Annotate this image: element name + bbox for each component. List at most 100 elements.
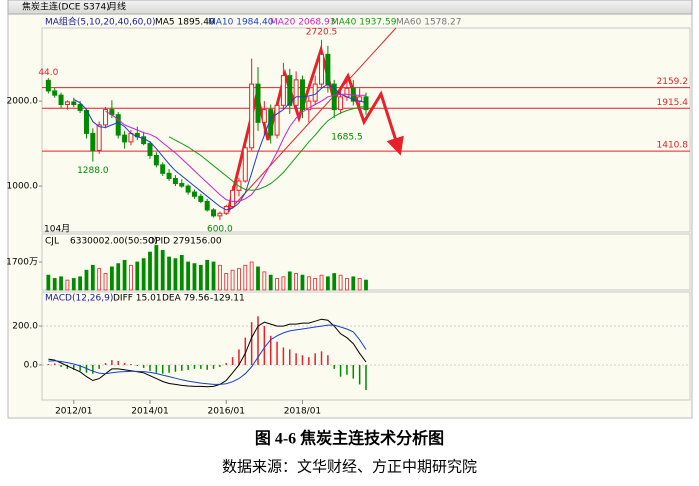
volume-bar [173,258,178,291]
candle-body [249,83,255,149]
volume-bar [256,266,260,291]
candle-body [293,79,299,106]
candle-body [255,83,261,123]
candle-body [83,109,89,134]
candle-body [96,124,102,151]
volume-bar [211,261,216,291]
candle-body [242,147,248,182]
volume-bar [205,259,210,291]
candle-body [287,75,293,106]
ma-legend: MA40 1937.59 [331,18,397,28]
ma-line [73,83,367,211]
macd-panel [41,291,691,401]
volume-bar [103,273,108,291]
candle-body [166,172,172,179]
header-period: 月线 [108,1,126,13]
volume-bar [186,261,191,291]
candle-body [172,177,178,185]
ma-legend: MA60 1578.27 [396,18,461,28]
volume-bar [179,255,184,291]
candle-body [230,189,236,208]
candle-body [64,101,70,105]
volume-bar [46,274,51,291]
y-tick-label: 0.0 [24,360,39,370]
x-tick-label: 2014/01 [131,407,168,417]
volume-bar [287,271,292,291]
x-tick-label: 2016/01 [208,407,245,417]
volume-bar [313,278,318,291]
volume-bar [345,278,349,291]
volume-bar [52,278,57,291]
ma-legend: MA10 1984.40 [208,18,274,28]
candle-body [211,209,217,217]
volume-bar [59,276,63,291]
volume-bar [294,273,299,291]
volume-bar [65,279,70,291]
candle-body [204,200,210,211]
volume-bar [275,278,279,291]
candle-body [58,94,64,106]
caption-title: 图 4-6 焦炭主连技术分析图 [255,429,444,448]
volume-bar [154,245,159,291]
y-tick-label: 2000.0 [7,97,39,107]
annotation: 1288.0 [77,166,109,176]
volume-bar [338,274,343,291]
volume-bar [129,264,133,291]
volume-label: CJL [45,237,59,247]
ma-legend: MA5 1895.40 [155,18,215,28]
volume-bar [262,271,267,291]
candle-body [299,79,305,111]
annotation: 2720.5 [306,27,338,37]
candle-body [52,90,58,96]
dea-value: DEA 79.56 [162,294,210,304]
volume-bar [319,274,324,291]
candle-body [325,53,331,85]
candle-body [363,96,369,111]
volume-bar [109,266,114,291]
y-tick-label: 200.0 [12,322,38,332]
y-tick-label: 1000.0 [7,182,39,192]
ma-legend: MA组合(5,10,20,40,60,0) [45,16,156,28]
candle-body [261,109,267,123]
volume-bar [84,269,89,291]
x-tick-label: 2012/01 [55,407,92,417]
volume-bar [364,279,368,291]
candle-body [103,109,109,126]
volume-bar [71,278,76,291]
candle-body [191,191,197,197]
open-interest-value: OPID 279156.00 [148,237,222,247]
dea-line [48,324,367,385]
macd-value: -129.11 [210,294,245,304]
bar-count: 104月 [44,224,70,235]
price-panel [41,27,691,233]
volume-value: 6330002.00(50:50) [70,237,157,247]
volume-bar [122,259,127,291]
volume-bar [300,274,305,291]
header-title: 焦炭主连(DCE S374) [22,1,110,13]
candle-body [77,104,83,111]
candle-body [331,83,337,111]
caption-source: 数据来源：文华财经、方正中期研究院 [222,457,477,475]
volume-bar [325,276,330,291]
level-label: 1410.8 [657,141,689,151]
candle-body [45,79,51,92]
level-label: 2159.2 [657,77,689,87]
candle-body [344,87,350,98]
volume-bar [243,264,248,291]
ma-line [168,105,367,191]
candle-body [338,96,344,111]
candle-body [141,136,147,145]
diff-value: DIFF 15.01 [113,294,162,304]
volume-bar [198,264,203,291]
volume-bar [332,273,337,291]
volume-bar [78,276,83,291]
volume-bar [357,278,362,291]
volume-bar [268,274,273,291]
candle-body [153,155,159,166]
level-label: 1915.4 [657,98,689,108]
candle-body [147,143,153,157]
candle-body [90,132,96,151]
candle-body [198,195,204,202]
